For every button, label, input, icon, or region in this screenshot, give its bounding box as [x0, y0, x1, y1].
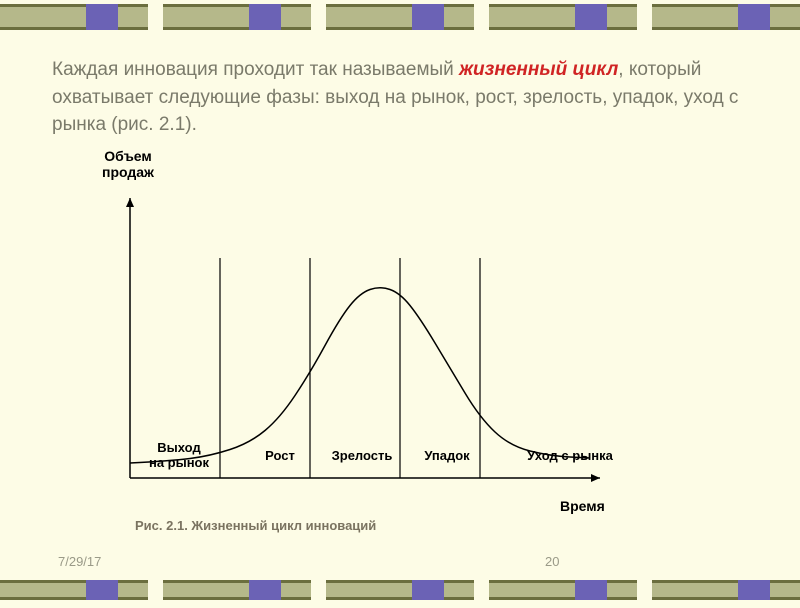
decor-block — [0, 4, 148, 30]
intro-lead: Каждая инновация проходит так называемый — [52, 59, 459, 80]
intro-highlight: жизненный цикл — [459, 59, 618, 80]
decor-block — [0, 580, 148, 600]
phase-label: Выходна рынок — [138, 440, 220, 470]
phase-label: Уход с рынка — [515, 448, 625, 463]
lifecycle-chart: Объемпродаж Выходна рынок Рост Зрелость Упа… — [60, 148, 680, 528]
footer-date: 7/29/17 — [58, 554, 101, 569]
decor-block — [652, 580, 800, 600]
phase-label: Рост — [245, 448, 315, 463]
phase-label: Упадок — [412, 448, 482, 463]
figure-caption: Рис. 2.1. Жизненный цикл инноваций — [135, 518, 376, 533]
phase-label: Зрелость — [322, 448, 402, 463]
decor-top — [0, 4, 800, 32]
decor-bottom — [0, 580, 800, 608]
decor-block — [326, 580, 474, 600]
footer-page: 20 — [545, 554, 559, 569]
x-axis-label: Время — [560, 498, 605, 514]
intro-paragraph: Каждая инновация проходит так называемый… — [52, 56, 752, 139]
decor-block — [163, 580, 311, 600]
decor-block — [163, 4, 311, 30]
decor-block — [489, 580, 637, 600]
decor-block — [489, 4, 637, 30]
y-axis-label: Объемпродаж — [88, 148, 168, 180]
decor-block — [326, 4, 474, 30]
decor-block — [652, 4, 800, 30]
